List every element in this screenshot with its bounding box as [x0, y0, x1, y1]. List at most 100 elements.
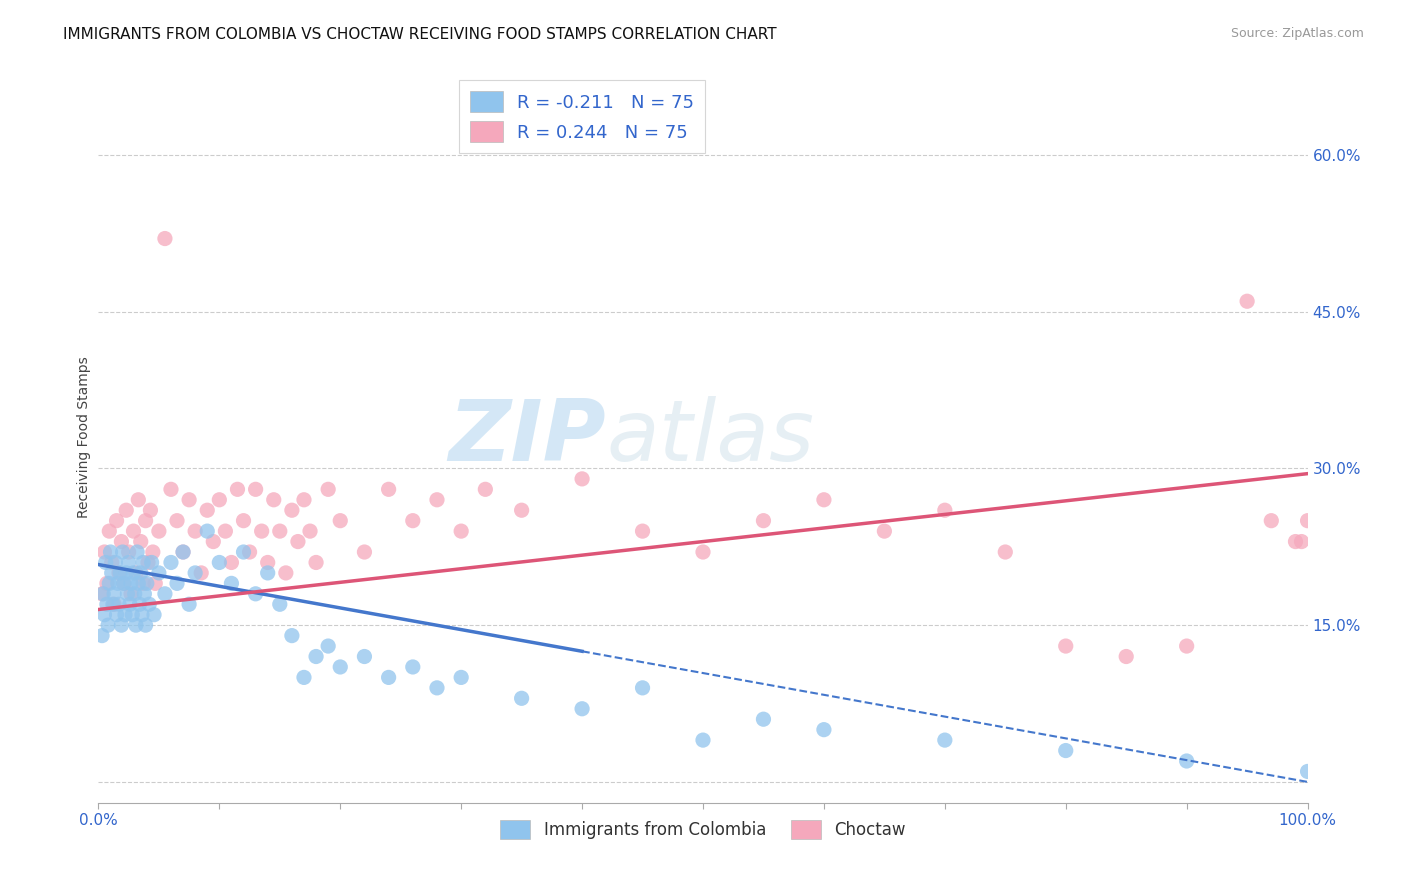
Point	[148, 524, 170, 538]
Point	[98, 524, 121, 538]
Point	[125, 618, 148, 632]
Y-axis label: Receiving Food Stamps: Receiving Food Stamps	[77, 356, 91, 518]
Point	[402, 514, 425, 528]
Point	[108, 566, 131, 580]
Point	[127, 545, 149, 559]
Point	[143, 607, 166, 622]
Point	[1175, 754, 1198, 768]
Point	[100, 545, 122, 559]
Point	[141, 556, 163, 570]
Point	[112, 576, 135, 591]
Point	[114, 607, 136, 622]
Point	[131, 607, 153, 622]
Point	[135, 576, 157, 591]
Point	[100, 566, 122, 580]
Point	[148, 566, 170, 580]
Point	[353, 649, 375, 664]
Point	[132, 576, 155, 591]
Point	[214, 524, 236, 538]
Point	[132, 556, 155, 570]
Point	[120, 576, 142, 591]
Point	[202, 534, 225, 549]
Point	[1115, 649, 1137, 664]
Point	[873, 524, 896, 538]
Point	[510, 691, 533, 706]
Point	[112, 576, 135, 591]
Point	[135, 618, 157, 632]
Point	[184, 566, 207, 580]
Point	[1296, 764, 1319, 779]
Point	[245, 483, 267, 497]
Point	[232, 545, 254, 559]
Point	[160, 556, 183, 570]
Point	[120, 587, 142, 601]
Point	[281, 503, 304, 517]
Text: ZIP: ZIP	[449, 395, 606, 479]
Point	[91, 587, 114, 601]
Point	[1236, 294, 1258, 309]
Point	[274, 566, 297, 580]
Legend: Immigrants from Colombia, Choctaw: Immigrants from Colombia, Choctaw	[494, 814, 912, 846]
Point	[122, 524, 145, 538]
Point	[631, 524, 654, 538]
Point	[292, 492, 315, 507]
Point	[752, 712, 775, 726]
Point	[166, 514, 188, 528]
Point	[190, 566, 212, 580]
Point	[292, 670, 315, 684]
Point	[98, 576, 121, 591]
Point	[377, 670, 399, 684]
Point	[184, 524, 207, 538]
Point	[172, 545, 194, 559]
Point	[91, 629, 114, 643]
Point	[134, 587, 156, 601]
Point	[195, 524, 218, 538]
Point	[135, 514, 157, 528]
Point	[692, 545, 714, 559]
Point	[93, 545, 115, 559]
Point	[103, 597, 125, 611]
Point	[281, 629, 304, 643]
Point	[934, 733, 956, 747]
Point	[118, 556, 141, 570]
Point	[426, 681, 449, 695]
Point	[752, 514, 775, 528]
Point	[128, 597, 150, 611]
Point	[474, 483, 496, 497]
Point	[232, 514, 254, 528]
Point	[305, 556, 328, 570]
Point	[221, 576, 243, 591]
Point	[256, 566, 278, 580]
Point	[299, 524, 322, 538]
Point	[127, 492, 149, 507]
Point	[101, 597, 124, 611]
Point	[813, 492, 835, 507]
Point	[124, 587, 146, 601]
Point	[571, 702, 593, 716]
Text: Source: ZipAtlas.com: Source: ZipAtlas.com	[1230, 27, 1364, 40]
Point	[166, 576, 188, 591]
Point	[305, 649, 328, 664]
Point	[117, 587, 139, 601]
Point	[1291, 534, 1313, 549]
Point	[1054, 743, 1077, 757]
Point	[160, 483, 183, 497]
Point	[179, 492, 201, 507]
Point	[172, 545, 194, 559]
Point	[153, 231, 176, 245]
Point	[1284, 534, 1306, 549]
Point	[91, 587, 114, 601]
Point	[256, 556, 278, 570]
Point	[143, 576, 166, 591]
Point	[450, 670, 472, 684]
Text: atlas: atlas	[606, 395, 814, 479]
Point	[353, 545, 375, 559]
Point	[221, 556, 243, 570]
Point	[121, 607, 143, 622]
Point	[111, 545, 134, 559]
Point	[103, 587, 125, 601]
Point	[104, 556, 127, 570]
Point	[631, 681, 654, 695]
Point	[329, 660, 352, 674]
Point	[97, 618, 120, 632]
